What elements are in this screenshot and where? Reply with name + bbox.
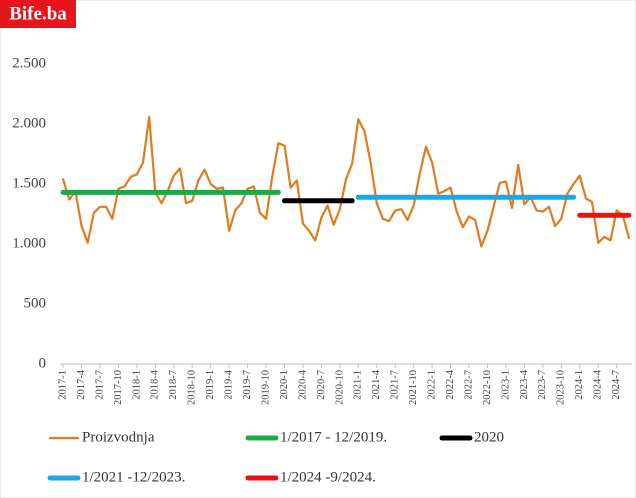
x-tick-label: 2023-4: [519, 369, 530, 399]
y-tick-label: 2.500: [12, 55, 46, 71]
y-tick-label: 2.000: [12, 115, 46, 131]
x-tick-label: 2023-1: [500, 370, 511, 400]
legend-label: 2020: [474, 429, 504, 445]
x-tick-label: 2020-10: [334, 370, 345, 405]
x-tick-label: 2022-1: [427, 370, 438, 400]
legend-label: 1/2017 - 12/2019.: [280, 429, 387, 445]
x-tick-label: 2019-7: [242, 370, 253, 400]
legend-label: Proizvodnja: [82, 429, 155, 445]
x-tick-label: 2024-7: [611, 370, 622, 400]
x-tick-label: 2022-4: [445, 369, 456, 399]
x-tick-label: 2021-4: [371, 369, 382, 399]
x-tick-label: 2020-4: [297, 369, 308, 399]
x-tick-label: 2023-10: [556, 370, 567, 405]
series-line: [61, 115, 631, 248]
x-tick-label: 2022-7: [463, 370, 474, 400]
x-tick-label: 2018-10: [187, 370, 198, 405]
x-tick-label: 2017-4: [76, 369, 87, 399]
x-tick-label: 2017-7: [94, 370, 105, 400]
x-tick-label: 2017-1: [57, 370, 68, 400]
x-tick-label: 2018-4: [150, 369, 161, 399]
y-tick-label: 1.000: [12, 235, 46, 251]
x-tick-label: 2021-1: [353, 370, 364, 400]
y-tick-label: 1.500: [12, 175, 46, 191]
legend-label: 1/2021 -12/2023.: [82, 469, 185, 485]
x-tick-label: 2019-10: [260, 370, 271, 405]
x-tick-label: 2019-1: [205, 370, 216, 400]
x-tick-label: 2019-4: [224, 369, 235, 399]
x-tick-label: 2023-7: [537, 370, 548, 400]
brand-box: [0, 0, 76, 28]
brand: Bife.ba: [9, 3, 67, 24]
x-tick-label: 2018-7: [168, 370, 179, 400]
x-tick-label: 2024-1: [574, 370, 585, 400]
x-tick-label: 2020-1: [279, 370, 290, 400]
y-tick-label: 0: [39, 355, 47, 371]
x-tick-label: 2017-10: [113, 370, 124, 405]
x-tick-label: 2024-4: [593, 369, 604, 399]
y-tick-label: 500: [24, 295, 47, 311]
legend-label: 1/2024 -9/2024.: [280, 469, 376, 485]
x-tick-label: 2018-1: [131, 370, 142, 400]
x-tick-label: 2022-10: [482, 370, 493, 405]
x-tick-label: 2021-7: [390, 370, 401, 400]
x-tick-label: 2021-10: [408, 370, 419, 405]
x-tick-label: 2020-7: [316, 370, 327, 400]
